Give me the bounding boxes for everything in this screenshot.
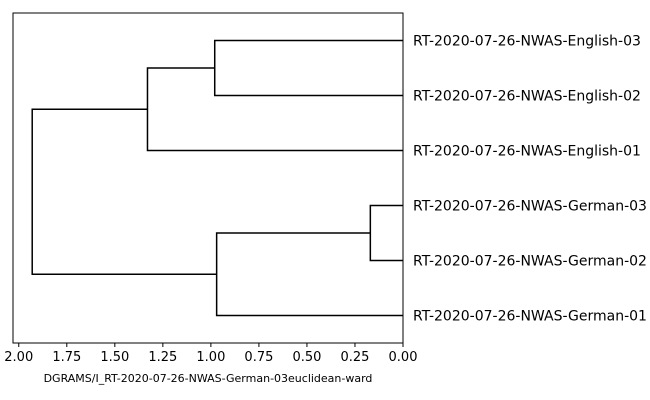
dendrogram-link (31, 108, 217, 275)
x-tick-label: 0.75 (244, 350, 273, 365)
dendrogram-link (215, 232, 403, 317)
plot-frame (12, 12, 404, 344)
x-axis-ticks: 2.00 1.75 1.50 1.25 1.00 0.75 0.50 0.25 0.00 (4, 343, 417, 365)
leaf-label: RT-2020-07-26-NWAS-English-02 (413, 89, 641, 105)
leaf-labels: RT-2020-07-26-NWAS-English-03 RT-2020-07-… (413, 34, 647, 325)
x-tick-label: 0.00 (389, 350, 418, 365)
x-tick-label: 1.00 (196, 350, 225, 365)
dendrogram-links (31, 39, 403, 317)
dendrogram-link (146, 67, 403, 152)
x-tick-label: 0.25 (340, 350, 369, 365)
leaf-label: RT-2020-07-26-NWAS-German-03 (413, 199, 647, 215)
x-tick-label: 1.25 (148, 350, 177, 365)
x-tick-label: 0.50 (292, 350, 321, 365)
leaf-label: RT-2020-07-26-NWAS-German-02 (413, 254, 647, 270)
x-axis-label: DGRAMS/I_RT-2020-07-26-NWAS-German-03euc… (44, 372, 373, 385)
x-tick-label: 1.75 (52, 350, 81, 365)
dendrogram-link (213, 39, 403, 97)
x-tick-label: 2.00 (4, 350, 33, 365)
leaf-label: RT-2020-07-26-NWAS-English-03 (413, 34, 641, 50)
dendrogram-link (369, 204, 403, 262)
leaf-label: RT-2020-07-26-NWAS-English-01 (413, 144, 641, 160)
x-tick-label: 1.50 (100, 350, 129, 365)
leaf-label: RT-2020-07-26-NWAS-German-01 (413, 309, 647, 325)
